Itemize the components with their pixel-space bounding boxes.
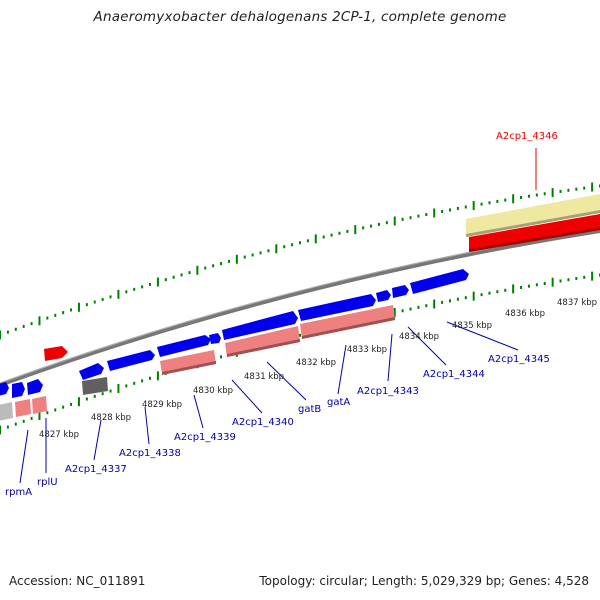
- feature-pink-c-shade: [162, 361, 216, 375]
- gene-label[interactable]: A2cp1_4345: [488, 354, 550, 365]
- leader-line: [446, 321, 519, 351]
- gene-label[interactable]: A2cp1_4339: [174, 432, 236, 443]
- gene-label[interactable]: A2cp1_4346: [496, 131, 558, 142]
- footer-accession: Accession: NC_011891: [9, 574, 146, 588]
- feature-gray-dark[interactable]: [82, 377, 108, 395]
- kbp-label: 4835 kbp: [452, 321, 492, 331]
- page-title: Anaeromyxobacter dehalogenans 2CP-1, com…: [93, 9, 507, 25]
- feature-yellow-shade: [466, 210, 600, 237]
- leader-line: [407, 326, 447, 366]
- gene-A2cp1_4346[interactable]: [469, 214, 600, 252]
- gene-label[interactable]: rplU: [37, 477, 58, 488]
- leader-line: [231, 379, 263, 414]
- gene-arrow-rpmA[interactable]: [0, 382, 9, 396]
- tick-track-outer: [0, 182, 600, 340]
- gene-label[interactable]: rpmA: [5, 487, 32, 498]
- gene-label[interactable]: gatA: [327, 397, 350, 408]
- gene-arrow-A2cp1_4340[interactable]: [222, 311, 298, 340]
- leader-line: [266, 361, 307, 401]
- kbp-labels: 4827 kbp 4828 kbp 4829 kbp 4830 kbp 4831 kbp…: [39, 298, 597, 440]
- feature-pink-c[interactable]: [160, 350, 216, 374]
- feature-red-small[interactable]: [44, 346, 68, 361]
- gene-label[interactable]: A2cp1_4343: [357, 386, 419, 397]
- leader-line: [93, 419, 102, 461]
- feature-pink-e[interactable]: [300, 305, 395, 339]
- gene-labels: rpmA rplU A2cp1_4337 A2cp1_4338 A2cp1_4339 A2…: [5, 131, 558, 498]
- kbp-label: 4834 kbp: [399, 332, 439, 342]
- gene-arrow-x1[interactable]: [209, 333, 221, 344]
- gene-A2cp1_4346-shade: [469, 227, 600, 252]
- gene-arrow-x3[interactable]: [392, 285, 409, 298]
- gene-arrow-A2cp1_4344[interactable]: [410, 269, 469, 294]
- gene-label[interactable]: A2cp1_4344: [423, 369, 485, 380]
- leader-line: [193, 394, 204, 429]
- leader-line: [337, 344, 347, 395]
- gene-label[interactable]: A2cp1_4340: [232, 417, 294, 428]
- leader-line: [19, 429, 29, 484]
- gene-arrow-A2cp1_4337[interactable]: [79, 363, 104, 380]
- kbp-label: 4828 kbp: [91, 413, 131, 423]
- kbp-label: 4836 kbp: [505, 309, 545, 319]
- genome-backbone: [0, 229, 600, 387]
- feature-gray-light[interactable]: [0, 402, 13, 421]
- feature-yellow[interactable]: [466, 194, 600, 234]
- kbp-label: 4831 kbp: [244, 372, 284, 382]
- leader-line: [387, 333, 393, 382]
- gene-label[interactable]: A2cp1_4338: [119, 448, 181, 459]
- kbp-label: 4830 kbp: [193, 386, 233, 396]
- gene-label[interactable]: A2cp1_4337: [65, 464, 127, 475]
- kbp-label: 4829 kbp: [142, 400, 182, 410]
- feature-pink-a[interactable]: [15, 399, 31, 417]
- kbp-label: 4827 kbp: [39, 430, 79, 440]
- gene-arrow-A2cp1_4339[interactable]: [157, 335, 211, 357]
- feature-pink-d[interactable]: [225, 326, 300, 357]
- kbp-label: 4837 kbp: [557, 298, 597, 308]
- leader-line: [144, 406, 150, 445]
- kbp-label: 4832 kbp: [296, 358, 336, 368]
- feature-pink-e-shade: [302, 317, 395, 339]
- gene-arrow-A2cp1_4338[interactable]: [107, 350, 155, 371]
- footer-topology: Topology: circular; Length: 5,029,329 bp…: [259, 574, 589, 588]
- kbp-label: 4833 kbp: [347, 345, 387, 355]
- gene-label[interactable]: gatB: [298, 404, 321, 415]
- feature-pink-d-shade: [227, 339, 300, 357]
- gene-arrow-a[interactable]: [27, 379, 43, 395]
- feature-pink-b[interactable]: [32, 396, 47, 414]
- label-leaders: [19, 148, 537, 484]
- gene-arrow-rplU[interactable]: [12, 382, 25, 398]
- gene-arrow-x2[interactable]: [376, 290, 391, 302]
- gene-arrow-gatB[interactable]: [298, 294, 376, 321]
